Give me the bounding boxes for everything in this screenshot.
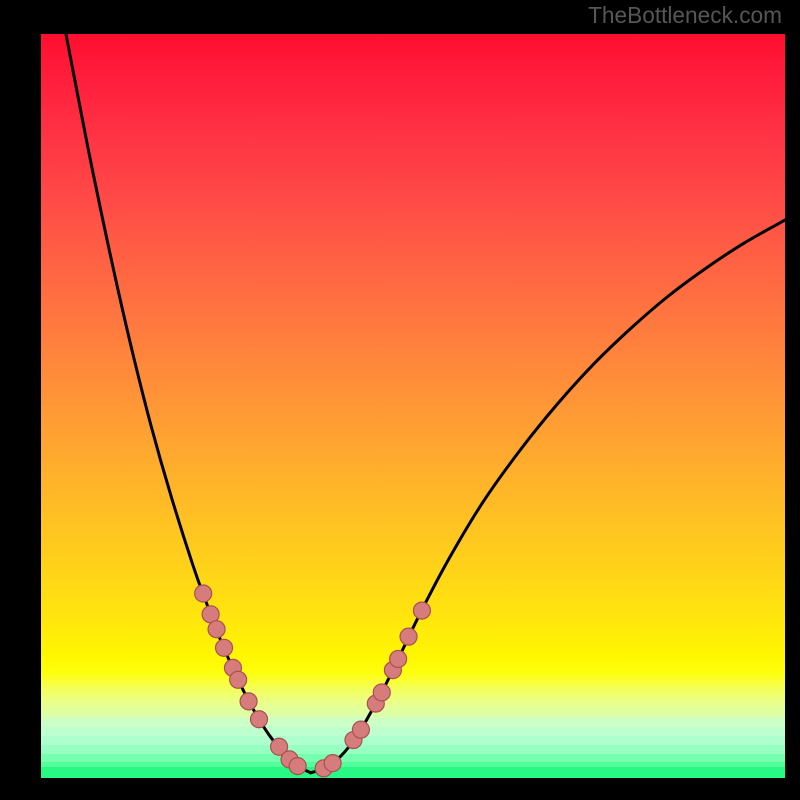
data-marker xyxy=(195,585,212,602)
data-marker xyxy=(413,602,430,619)
data-marker xyxy=(289,758,306,775)
data-marker xyxy=(216,639,233,656)
chart-svg xyxy=(41,34,785,778)
data-marker xyxy=(324,755,341,772)
data-marker xyxy=(240,693,257,710)
data-marker xyxy=(208,621,225,638)
data-marker xyxy=(250,711,267,728)
left-branch-path xyxy=(66,34,311,773)
data-marker xyxy=(230,671,247,688)
data-marker xyxy=(373,684,390,701)
markers-group xyxy=(195,585,431,777)
data-marker xyxy=(390,650,407,667)
data-marker xyxy=(352,721,369,738)
plot-area xyxy=(41,34,785,778)
watermark-text: TheBottleneck.com xyxy=(588,2,782,29)
data-marker xyxy=(400,628,417,645)
